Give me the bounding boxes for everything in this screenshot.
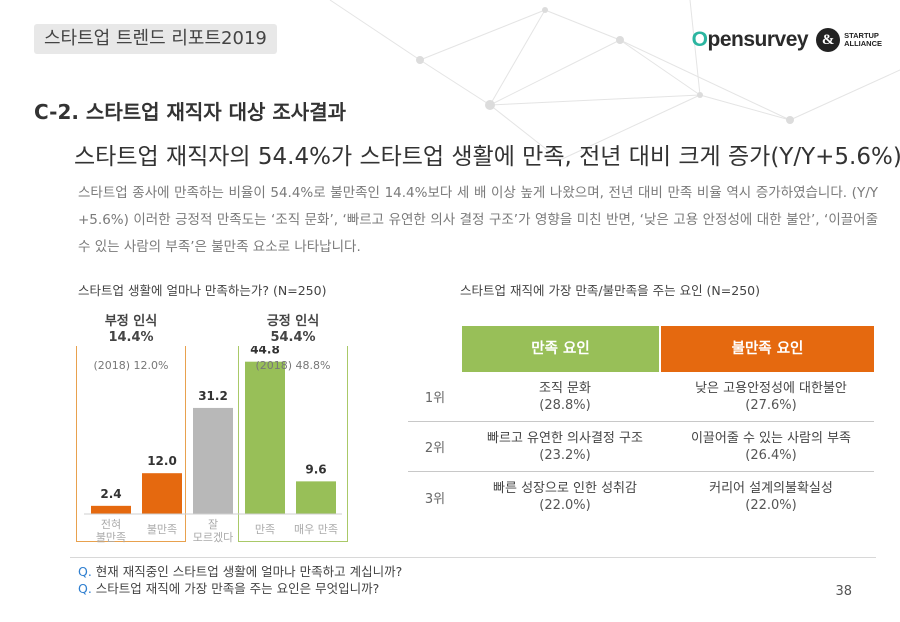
page-headline: 스타트업 재직자의 54.4%가 스타트업 생활에 만족, 전년 대비 크게 증… [74,144,900,170]
satisfaction-factor: 빠른 성장으로 인한 성취감 (22.0%) [493,481,637,513]
bar-value-label-4: 9.6 [305,462,326,476]
positive-perception-label: 긍정 인식 54.4% [238,314,348,346]
table-row: 1위 조직 문화 (28.8%) 낮은 고용안정성에 대한불안 (27.6%) [408,372,874,422]
dissatisfaction-factor: 이끌어줄 수 있는 사람의 부족 (26.4%) [690,430,852,463]
negative-prev-year: (2018) 12.0% [93,359,169,372]
category-label-3: 만족 [255,523,275,536]
bar-value-label-0: 2.4 [100,487,121,501]
satisfaction-factor-header: 만족 요인 [462,326,659,372]
table-row: 2위 빠르고 유연한 의사결정 구조 (23.2%) 이끌어줄 수 있는 사람의 … [408,422,874,472]
opensurvey-logo: Opensurvey [691,28,809,51]
ampersand-icon: & [816,28,841,52]
factors-table: 만족 요인 불만족 요인 1위 조직 문화 (28.8%) 낮은 고용안정성에 대… [408,326,874,522]
table-header: 만족 요인 불만족 요인 [462,326,874,372]
brand-logo: Opensurvey & STARTUP ALLIANCE [692,26,882,54]
negative-perception-label: 부정 인식 14.4% [76,314,186,346]
footnote-question-2: Q. 스타트업 재직에 가장 만족을 주는 요인은 무엇입니까? [78,581,380,596]
table-row: 3위 빠른 성장으로 인한 성취감 (22.0%) 커리어 설계의불확실성 (22.… [408,472,874,522]
chart-question: 스타트업 생활에 얼마나 만족하는가? (N=250) [78,283,327,298]
footnote-question-1: Q. 현재 재직중인 스타트업 생활에 얼마나 만족하고 계십니까? [78,564,403,579]
bar-value-label-3: 44.8 [250,343,280,357]
dissatisfaction-factor: 커리어 설계의불확실성 (22.0%) [709,481,833,513]
bar-2 [193,407,233,514]
category-label-4: 매우 만족 [294,523,338,536]
report-tag: 스타트업 트렌드 리포트2019 [34,24,277,54]
rank-label: 1위 [424,391,446,406]
category-label-1: 불만족 [147,523,177,536]
category-label-2: 잘 모르겠다 [193,518,233,544]
bar-value-label-1: 12.0 [147,454,177,468]
rank-label: 2위 [424,441,446,456]
body-paragraph: 스타트업 종사에 만족하는 비율이 54.4%로 불만족인 14.4%보다 세 … [78,185,878,255]
category-label-0: 전혀 불만족 [96,518,126,544]
table-question: 스타트업 재직에 가장 만족/불만족을 주는 요인 (N=250) [460,283,760,298]
bar-3 [245,361,285,514]
bar-1 [142,473,182,514]
page-number: 38 [835,584,852,599]
dissatisfaction-factor: 낮은 고용안정성에 대한불안 (27.6%) [695,380,847,413]
satisfaction-factor: 조직 문화 (28.8%) [539,380,591,413]
bar-4 [296,481,336,514]
bar-value-label-2: 31.2 [198,389,228,403]
rank-label: 3위 [424,491,446,507]
bar-0 [91,505,131,514]
startup-alliance-logo: STARTUP ALLIANCE [844,31,882,48]
footer-divider [70,557,876,558]
positive-prev-year: (2018) 48.8% [255,359,331,372]
section-title: C-2. 스타트업 재직자 대상 조사결과 [34,100,347,124]
dissatisfaction-factor-header: 불만족 요인 [661,326,874,372]
satisfaction-factor: 빠르고 유연한 의사결정 구조 (23.2%) [487,430,643,463]
